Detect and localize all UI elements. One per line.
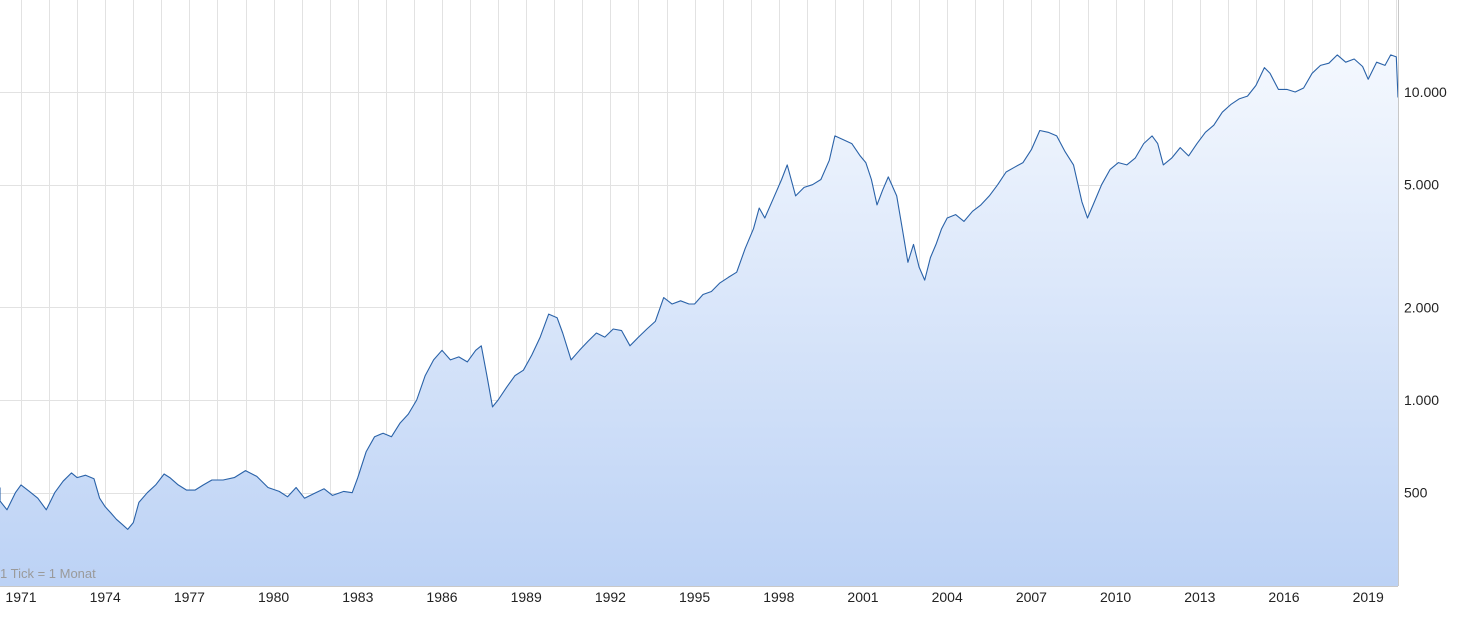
x-tick-label: 2013 [1184,589,1215,605]
series-area [0,54,1398,586]
x-tick-label: 1977 [174,589,205,605]
x-tick-label: 1980 [258,589,289,605]
x-tick-label: 1971 [5,589,36,605]
x-tick-label: 2004 [932,589,963,605]
x-tick-label: 2016 [1268,589,1299,605]
x-tick-label: 2019 [1353,589,1384,605]
x-tick-label: 1974 [90,589,121,605]
x-tick-label: 2007 [1016,589,1047,605]
x-tick-label: 1986 [426,589,457,605]
y-tick-label: 2.000 [1404,299,1439,315]
x-tick-label: 1992 [595,589,626,605]
x-tick-label: 1995 [679,589,710,605]
axes [0,0,1399,587]
x-tick-label: 1998 [763,589,794,605]
y-tick-label: 10.000 [1404,84,1447,100]
y-tick-label: 5.000 [1404,177,1439,193]
x-tick-label: 2010 [1100,589,1131,605]
x-tick-label: 1989 [511,589,542,605]
x-axis-tick-labels: 1971 1974 1977 1980 1983 1986 1989 1992 1995 1998… [5,589,1384,605]
x-tick-label: 2001 [847,589,878,605]
y-tick-label: 500 [1404,485,1428,501]
y-tick-label: 1.000 [1404,392,1439,408]
y-axis-tick-labels: 500 1.000 2.000 5.000 10.000 [1404,84,1447,501]
tick-interval-note: 1 Tick = 1 Monat [0,566,96,581]
x-tick-label: 1983 [342,589,373,605]
series-line [0,54,1399,530]
